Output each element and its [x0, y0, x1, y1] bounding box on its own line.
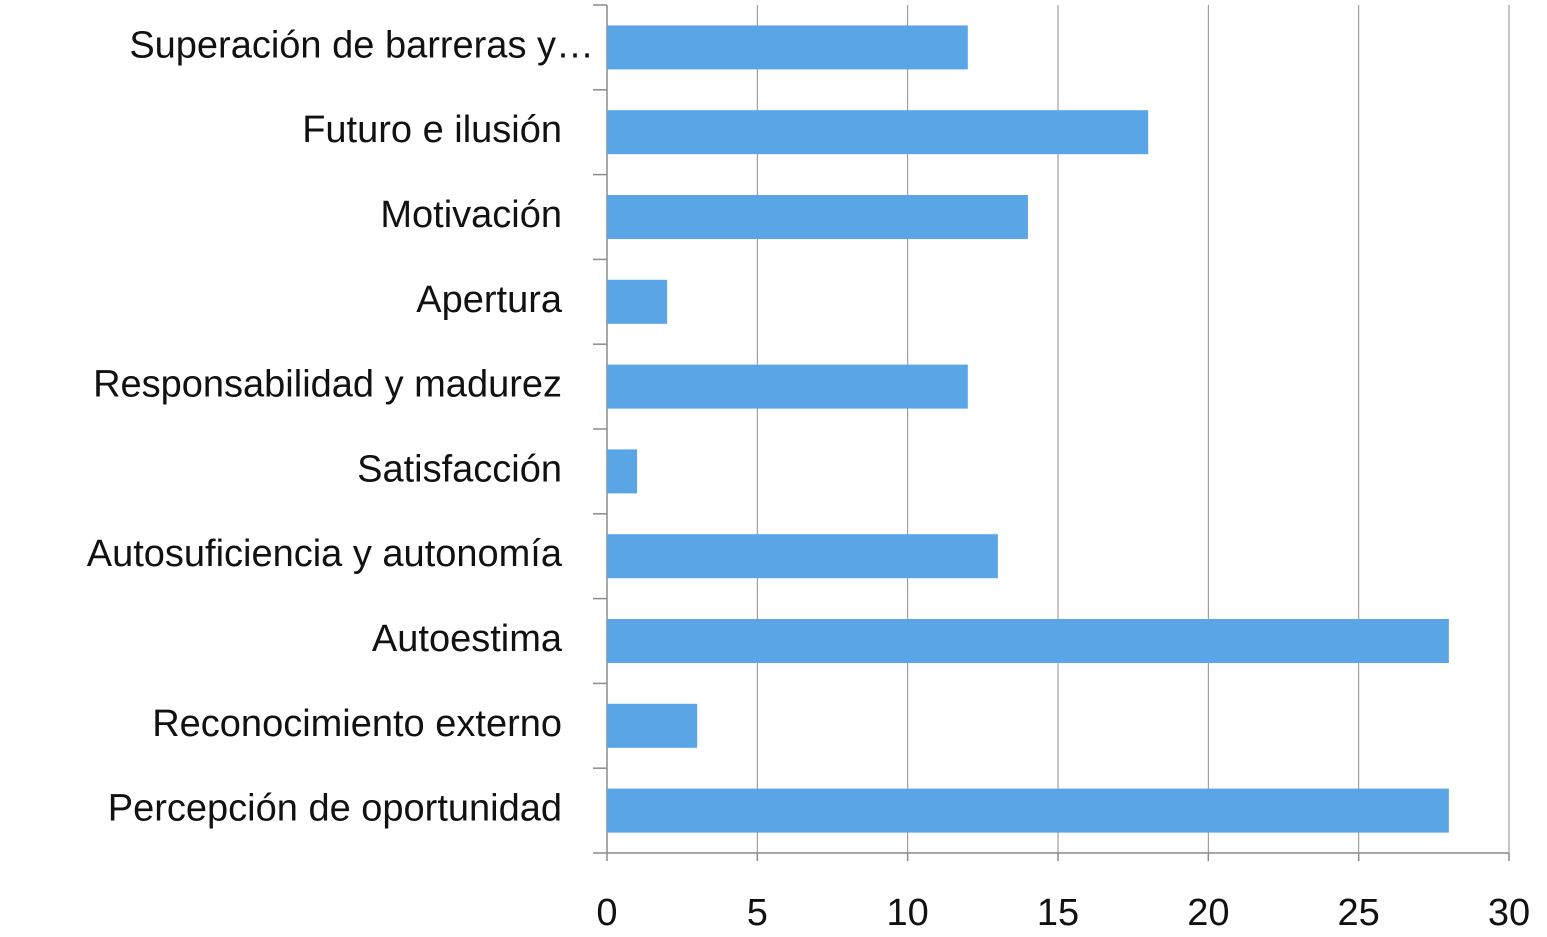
y-tick-label: Apertura — [416, 279, 563, 321]
y-tick-label: Motivación — [380, 194, 562, 236]
y-tick-label: Reconocimiento externo — [152, 703, 562, 745]
x-tick-label: 0 — [596, 892, 617, 934]
x-tick-label: 25 — [1338, 892, 1380, 934]
bar — [607, 619, 1449, 663]
bar — [607, 788, 1449, 833]
bar — [607, 449, 638, 494]
bar — [607, 534, 998, 579]
y-tick-label: Futuro e ilusión — [302, 109, 562, 151]
y-tick-label: Responsabilidad y madurez — [93, 364, 562, 406]
bar — [607, 110, 1149, 155]
bar — [607, 279, 668, 324]
y-tick-label: Autosuficiencia y autonomía — [87, 533, 563, 575]
x-tick-label: 15 — [1037, 892, 1079, 934]
y-tick-label: Satisfacción — [357, 448, 562, 490]
x-tick-label: 30 — [1488, 892, 1530, 934]
bar — [607, 25, 968, 70]
x-tick-label: 20 — [1187, 892, 1229, 934]
x-tick-label: 10 — [887, 892, 929, 934]
y-tick-label: Superación de barreras y… — [129, 24, 594, 66]
bar — [607, 364, 968, 409]
y-tick-label: Percepción de oportunidad — [108, 788, 562, 830]
x-tick-label: 5 — [747, 892, 768, 934]
bar — [607, 195, 1028, 239]
bar — [607, 703, 698, 748]
y-tick-label: Autoestima — [372, 618, 563, 660]
